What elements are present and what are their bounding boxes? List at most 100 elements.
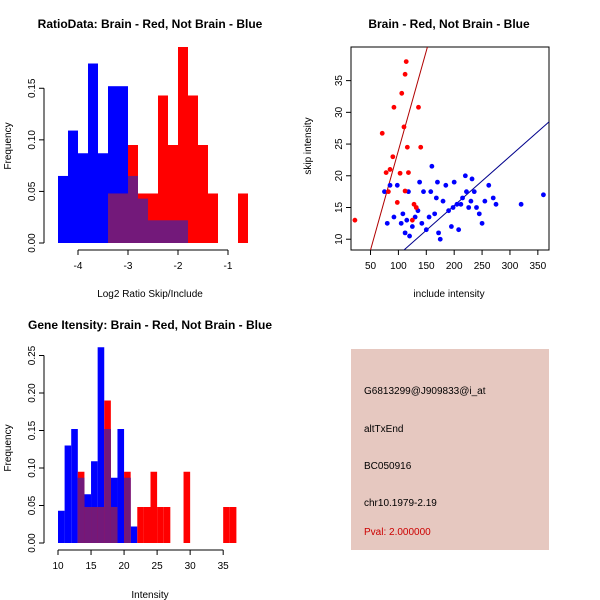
intensity-histogram-y-tick-label: 0.00 [27,533,38,553]
intensity-histogram-x-tick-label: 25 [152,561,164,572]
not-brain-point [474,205,479,210]
intensity-histogram-overlap-bar [84,507,92,543]
intensity-histogram-red-bar [223,507,230,543]
intensity-histogram-blue-bar [91,461,98,543]
scatter-x-tick-label: 100 [390,261,407,272]
scatter-x-tick-label: 250 [474,261,491,272]
not-brain-point [486,182,492,188]
not-brain-point [450,205,456,210]
brain-point [387,167,393,172]
brain-point [394,200,400,205]
scatter-y-tick-label: 20 [334,170,345,182]
brain-regression-line [370,47,428,250]
brain-point [383,170,389,176]
brain-point [402,188,408,194]
ratio-histogram-overlap-bar [138,198,148,243]
ratio-histogram-blue-bar [78,153,88,243]
intensity-histogram-y-tick-label: 0.05 [27,495,38,515]
intensity-histogram-xlabel: Intensity [131,590,168,600]
not-brain-point [435,179,440,185]
intensity-histogram-blue-bar [71,429,78,543]
ratio-histogram-overlap-bar [118,193,128,243]
intensity-histogram-overlap-bar [110,507,118,543]
not-brain-point [443,182,449,188]
scatter-x-tick-label: 350 [530,261,547,272]
scatter-y-tick-label: 15 [334,201,345,213]
not-brain-point [454,201,460,207]
not-brain-point [464,189,469,195]
genomic-location: chr10.1979-2.19 [364,498,437,509]
not-brain-point [426,214,432,220]
not-brain-point [469,176,475,182]
ratio-histogram-y-tick-label: 0.05 [27,181,38,201]
ratio-histogram-blue-bar [88,63,98,243]
scatter-xlabel: include intensity [413,289,484,300]
not-brain-point [407,233,412,239]
intensity-histogram-x-tick-label: 20 [119,561,131,572]
intensity-histogram-x-tick-label: 10 [52,561,64,572]
not-brain-point [468,198,474,204]
not-brain-point [391,214,397,220]
ratio-histogram-blue-bar [108,86,118,243]
not-brain-point [476,211,482,217]
intensity-histogram-blue-bar [117,429,125,543]
not-brain-point [490,195,496,201]
brain-point [385,189,391,195]
not-brain-point [541,192,546,198]
ratio-histogram-x-tick-label: -4 [74,261,83,272]
not-brain-point [402,230,408,236]
ratio-histogram-red-bar [148,193,158,243]
brain-point [406,170,411,176]
not-brain-point [432,211,438,217]
chart-marks: -4 -3 -2 -1 0.00 0.05 0.10 0.15 50 100 150 200 250 30… [27,46,550,572]
not-brain-point [466,205,472,210]
intensity-histogram-blue-bar [130,526,138,543]
ratio-histogram-blue-bar [68,130,78,243]
ratio-histogram-x-tick-label: -3 [124,261,133,272]
not-brain-point [429,163,435,169]
ratio-histogram-y-tick-label: 0.15 [27,78,38,98]
scatter-x-tick-label: 50 [365,261,377,272]
scatter-lines [370,47,549,250]
intensity-histogram-red-bar [183,471,191,543]
scatter-y-tick-label: 30 [334,106,345,118]
accession: BC050916 [364,461,412,472]
intensity-histogram-overlap-bar [91,507,98,543]
not-brain-point [479,220,485,226]
ratio-histogram-red-bar [168,145,178,243]
ratio-histogram-overlap-bar [148,220,158,243]
probe-id: G6813299@J909833@i_at [364,386,486,397]
event-type: altTxEnd [364,424,404,435]
not-brain-point [409,224,415,229]
not-brain-point [433,195,439,201]
not-brain-point [462,173,468,179]
ratio-histogram-red-bar [178,47,188,243]
not-brain-point [436,230,441,236]
ratio-histogram-y-tick-label: 0.00 [27,233,38,253]
not-brain-point [446,208,452,214]
not-brain-point [460,195,465,201]
intensity-histogram-blue-bar [64,445,72,543]
intensity-histogram-x-tick-label: 35 [218,561,230,572]
intensity-histogram-y-tick-label: 0.20 [27,383,38,403]
ratio-histogram-red-bar [198,145,208,243]
brain-point [399,90,405,96]
intensity-histogram-red-bar [157,507,164,543]
not-brain-point [382,189,387,195]
ratio-histogram-ylabel: Frequency [3,122,14,169]
brain-point [404,144,410,150]
not-brain-point [394,182,400,188]
not-brain-point [384,220,390,226]
ratio-histogram-overlap-bar [158,220,168,243]
not-brain-point [518,201,524,207]
intensity-histogram-overlap-bar [97,507,105,543]
ratio-histogram-xlabel: Log2 Ratio Skip/Include [97,289,203,300]
ratio-histogram-blue-bar [98,153,108,243]
ratio-histogram-y-tick-label: 0.10 [27,130,38,150]
ratio-histogram-x-tick-label: -1 [224,261,233,272]
brain-point [391,104,397,110]
ratio-histogram-overlap-bar [128,175,138,243]
scatter-y-tick-label: 25 [334,138,345,150]
ratio-histogram-x-tick-label: -2 [174,261,183,272]
